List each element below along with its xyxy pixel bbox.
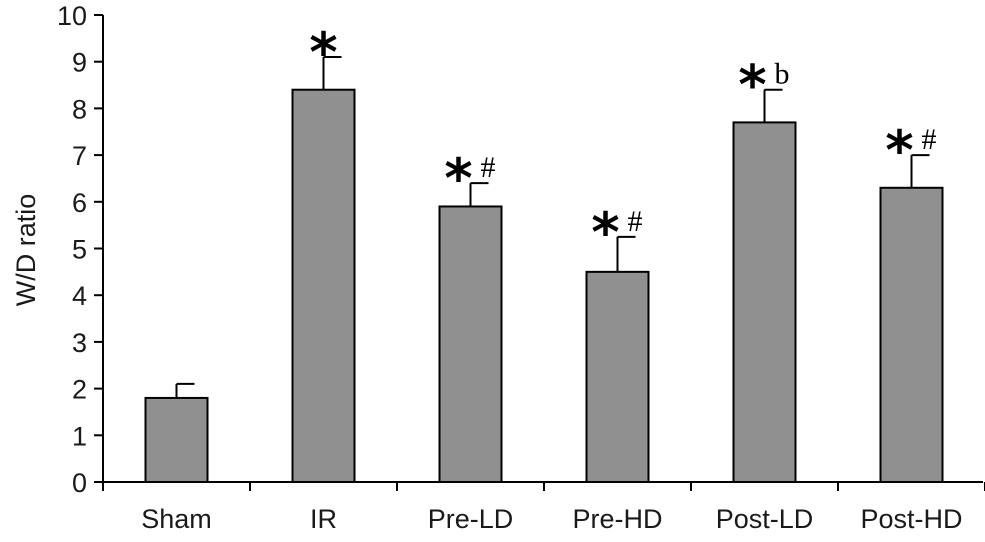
y-tick-label: 6 — [72, 188, 87, 218]
x-tick-label: IR — [310, 504, 337, 534]
y-axis: 0 1 2 3 4 5 6 7 8 9 10 — [57, 1, 104, 498]
bar — [732, 121, 797, 483]
y-tick-label: 8 — [72, 94, 87, 124]
y-tick-label: 4 — [72, 281, 87, 311]
x-tick-label: Post-HD — [860, 504, 962, 534]
y-tick-label: 9 — [72, 48, 87, 78]
significance-marker: # — [481, 151, 496, 184]
y-axis-title: W/D ratio — [11, 194, 41, 307]
y-tick-label: 1 — [72, 421, 87, 451]
y-tick-label: 7 — [72, 141, 87, 171]
significance-star: * — [885, 119, 913, 182]
x-tick-label: Post-LD — [716, 504, 814, 534]
significance-star: * — [309, 21, 337, 84]
bar — [291, 88, 356, 483]
bars — [144, 88, 944, 483]
significance-star: * — [444, 147, 472, 210]
bar — [585, 270, 650, 483]
y-tick-label: 3 — [72, 328, 87, 358]
significance-marker: b — [775, 58, 790, 91]
significance-annotations: * * # * # * b * # — [309, 21, 936, 264]
significance-marker: # — [628, 205, 643, 238]
x-axis: Sham IR Pre-LD Pre-HD Post-LD Post-HD — [102, 481, 985, 534]
y-tick-label: 0 — [72, 468, 87, 498]
significance-marker: # — [922, 123, 937, 156]
bar — [879, 186, 944, 483]
bar — [144, 396, 209, 483]
x-tick-label: Pre-HD — [572, 504, 662, 534]
significance-star: * — [738, 54, 766, 117]
y-tick-label: 10 — [57, 1, 87, 31]
x-tick-label: Pre-LD — [428, 504, 514, 534]
y-tick-label: 5 — [72, 235, 87, 265]
y-tick-label: 2 — [72, 375, 87, 405]
error-bars — [175, 56, 930, 398]
bar — [438, 205, 503, 483]
x-tick-label: Sham — [141, 504, 212, 534]
significance-star: * — [591, 201, 619, 264]
